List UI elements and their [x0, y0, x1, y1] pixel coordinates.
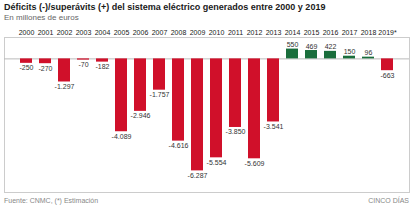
svg-text:2012: 2012: [247, 29, 263, 36]
svg-text:-3.850: -3.850: [226, 128, 246, 135]
svg-text:2006: 2006: [133, 29, 149, 36]
svg-text:2019*: 2019*: [378, 29, 397, 36]
svg-text:2008: 2008: [171, 29, 187, 36]
svg-text:-250: -250: [19, 64, 33, 71]
svg-text:-70: -70: [78, 61, 88, 68]
svg-text:-5.554: -5.554: [207, 159, 227, 166]
svg-text:-1.757: -1.757: [150, 91, 170, 98]
html-text:Déficits (-)/superávits (+) de: Déficits (-)/superávits (+) del sistema …: [4, 2, 326, 12]
svg-text:-4.616: -4.616: [169, 142, 189, 149]
svg-text:422: 422: [325, 43, 337, 50]
svg-text:550: 550: [287, 41, 299, 48]
html-text:CINCO DÍAS: CINCO DÍAS: [368, 197, 409, 204]
svg-text:2016: 2016: [323, 29, 339, 36]
svg-text:-6.287: -6.287: [188, 172, 208, 179]
svg-text:469: 469: [306, 43, 318, 50]
svg-text:2013: 2013: [266, 29, 282, 36]
svg-text:2014: 2014: [285, 29, 301, 36]
svg-text:96: 96: [365, 49, 373, 56]
svg-text:2015: 2015: [304, 29, 320, 36]
svg-text:-182: -182: [95, 63, 109, 70]
svg-text:2011: 2011: [228, 29, 243, 36]
svg-text:-1.297: -1.297: [55, 83, 75, 90]
svg-text:-4.089: -4.089: [112, 133, 132, 140]
svg-text:2018: 2018: [361, 29, 377, 36]
svg-text:2000: 2000: [19, 29, 35, 36]
svg-text:2001: 2001: [38, 29, 54, 36]
svg-text:2010: 2010: [209, 29, 225, 36]
svg-text:2007: 2007: [152, 29, 168, 36]
svg-text:-270: -270: [38, 65, 52, 72]
svg-text:150: 150: [344, 48, 356, 55]
svg-text:2017: 2017: [342, 29, 358, 36]
svg-text:-5.609: -5.609: [245, 160, 265, 167]
svg-text:2009: 2009: [190, 29, 206, 36]
svg-text:2003: 2003: [76, 29, 92, 36]
svg-text:2004: 2004: [95, 29, 111, 36]
svg-text:-2.946: -2.946: [131, 112, 151, 119]
html-text:En millones de euros: En millones de euros: [4, 13, 79, 22]
html-text:Fuente: CNMC, (*) Estimación: Fuente: CNMC, (*) Estimación: [4, 197, 99, 204]
svg-text:-3.541: -3.541: [264, 123, 284, 130]
svg-text:2002: 2002: [57, 29, 73, 36]
svg-text:2005: 2005: [114, 29, 130, 36]
svg-text:-663: -663: [380, 72, 394, 79]
